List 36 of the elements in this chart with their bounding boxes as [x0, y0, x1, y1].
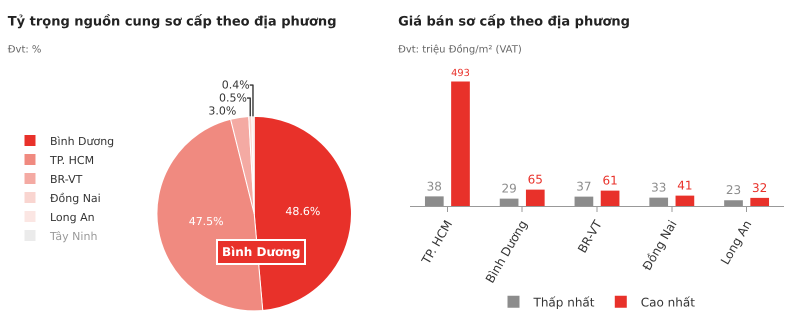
data-label: 23 [726, 183, 742, 198]
bar [724, 200, 743, 206]
data-label: 493 [451, 68, 470, 80]
data-label: 41 [677, 178, 693, 193]
data-label: 48.6% [285, 204, 320, 218]
bar [424, 196, 444, 206]
bar [750, 198, 770, 206]
legend-label: Đồng Nai [50, 192, 101, 205]
bar [676, 196, 694, 206]
legend-label: Thấp nhất [532, 295, 595, 310]
data-label: 3.0% [208, 104, 236, 118]
data-label: 29 [501, 182, 517, 196]
data-label: 38 [426, 179, 442, 194]
chart-subtitle: Đvt: triệu Đồng/m² (VAT) [398, 43, 522, 56]
chart-title: Tỷ trọng nguồn cung sơ cấp theo địa phương [8, 13, 337, 30]
bar [451, 82, 470, 206]
bar [649, 198, 668, 206]
data-label: 37 [576, 180, 592, 194]
data-label: 0.4% [222, 78, 250, 92]
bar [574, 196, 594, 206]
data-label: 47.5% [188, 215, 224, 228]
bar [500, 198, 518, 206]
legend-label: Tây Ninh [49, 230, 98, 243]
chart-title: Giá bán sơ cấp theo địa phương [398, 13, 630, 30]
data-label: 0.5% [219, 92, 247, 105]
data-label: 32 [752, 180, 768, 195]
legend-label: Bình Dương [50, 134, 114, 148]
legend-label: BR-VT [50, 172, 83, 186]
bar [600, 190, 620, 206]
legend-label: TP. HCM [49, 154, 94, 167]
legend-label: Cao nhất [640, 295, 696, 310]
data-label: 61 [602, 174, 618, 188]
bar [526, 190, 545, 206]
chart-subtitle: Đvt: % [8, 44, 42, 56]
data-label: 33 [651, 180, 666, 195]
data-label: 65 [528, 172, 543, 187]
